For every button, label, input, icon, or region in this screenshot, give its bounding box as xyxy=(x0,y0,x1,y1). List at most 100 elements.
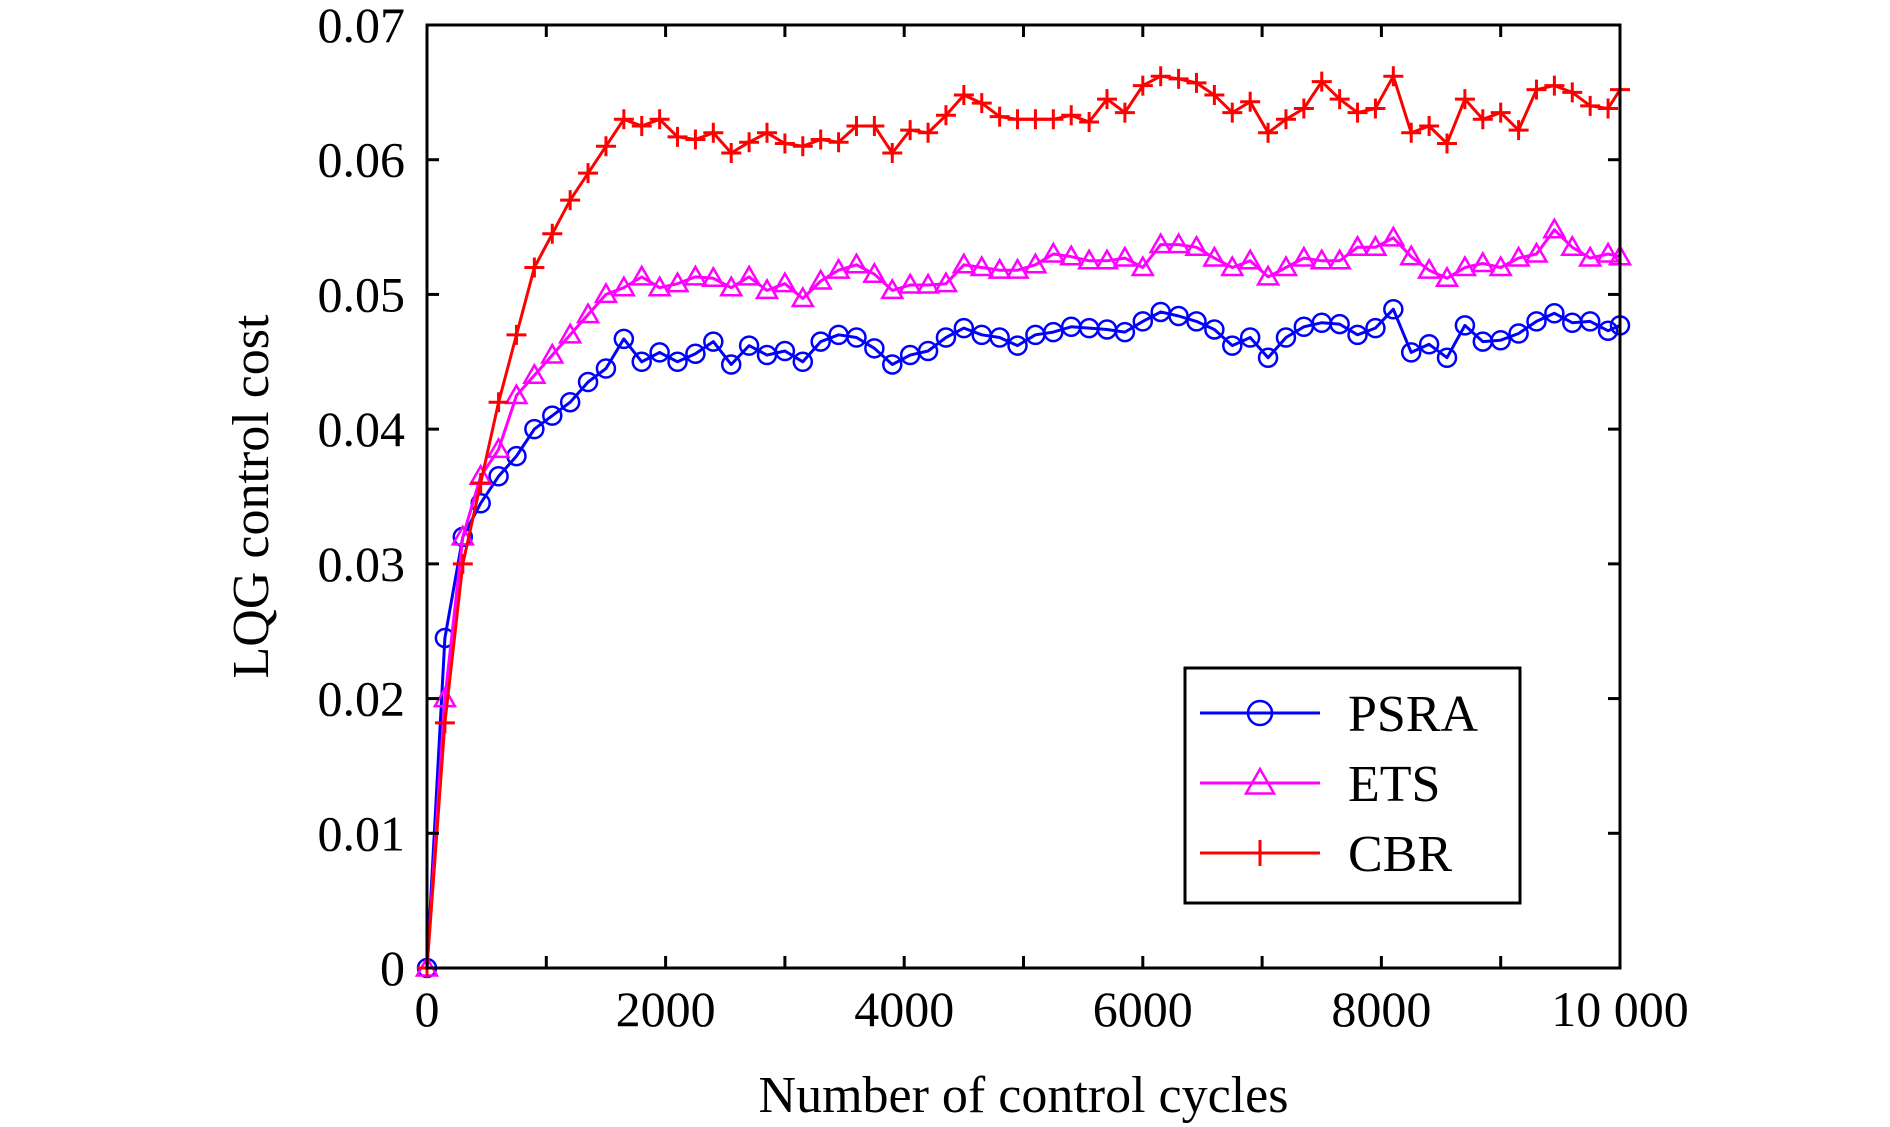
ets-point xyxy=(862,261,887,283)
axes-layer: 0 2000 4000 6000 8000 10 000 0 0.01 0.02 0.03 0.04… xyxy=(318,0,1689,1037)
cbr-point xyxy=(953,85,974,106)
ets-point xyxy=(629,264,654,286)
ets-point xyxy=(1023,252,1048,274)
ets-point xyxy=(1524,241,1549,263)
legend-label: PSRA xyxy=(1348,686,1479,743)
ets-point xyxy=(1578,245,1603,267)
psra-point xyxy=(864,338,885,359)
series-ets xyxy=(414,217,1633,977)
cbr-point xyxy=(631,116,652,137)
legend-item-psra: PSRA xyxy=(1200,686,1479,743)
cbr-point xyxy=(864,116,885,137)
cbr-point xyxy=(434,712,455,733)
y-tick-label: 0.02 xyxy=(318,671,406,727)
ets-point xyxy=(486,436,511,459)
ets-point xyxy=(504,382,529,405)
cbr-point xyxy=(613,109,634,130)
psra-point xyxy=(774,340,796,362)
cbr-point xyxy=(1061,105,1082,126)
ets-point xyxy=(808,268,833,290)
cbr-point xyxy=(1311,71,1332,92)
ets-point xyxy=(432,686,458,708)
cbr-point xyxy=(971,93,992,114)
ets-point xyxy=(1291,245,1317,267)
ets-point xyxy=(736,264,762,286)
y-tick-label: 0.07 xyxy=(318,0,406,53)
cbr-point xyxy=(1562,82,1583,103)
psra-point xyxy=(524,418,545,440)
cbr-point xyxy=(828,132,849,153)
cbr-point xyxy=(1204,85,1225,106)
psra-point xyxy=(1043,321,1064,343)
cbr-point xyxy=(1240,91,1261,112)
cbr-point xyxy=(1508,120,1529,141)
legend-item-cbr: CBR xyxy=(1200,826,1452,883)
psra-point xyxy=(1526,311,1547,332)
ets-point xyxy=(1560,234,1585,257)
cbr-point xyxy=(1007,109,1028,130)
legend-label: CBR xyxy=(1348,826,1452,883)
cbr-point xyxy=(1454,89,1475,110)
cbr-point xyxy=(1222,102,1243,123)
cbr-point xyxy=(560,190,581,211)
ets-point xyxy=(844,252,869,274)
ets-point xyxy=(683,264,708,286)
cbr-point xyxy=(1293,98,1314,119)
cbr-point xyxy=(1544,75,1565,96)
x-tick-label: 4000 xyxy=(854,981,954,1037)
cbr-point xyxy=(1150,66,1171,87)
y-tick-label: 0.05 xyxy=(318,266,406,322)
ets-point xyxy=(540,342,565,364)
ets-point xyxy=(1434,265,1460,288)
psra-point xyxy=(846,327,867,348)
psra-point xyxy=(1418,334,1440,355)
ets-point xyxy=(1452,254,1478,277)
ets-point xyxy=(1399,244,1424,266)
psra-point xyxy=(1508,323,1529,344)
ets-point xyxy=(790,285,815,308)
psra-point xyxy=(1257,347,1279,368)
ets-point xyxy=(1309,248,1334,270)
cbr-point xyxy=(739,132,760,153)
cbr-point xyxy=(488,392,509,413)
psra-point xyxy=(1204,319,1225,340)
ets-point xyxy=(593,281,619,304)
ets-point xyxy=(611,275,636,297)
psra-point xyxy=(1114,321,1136,343)
legend-marker-triangle xyxy=(1243,766,1277,795)
y-tick-label: 0.04 xyxy=(318,401,406,457)
ets-point xyxy=(1416,257,1442,279)
cbr-point xyxy=(1526,79,1547,100)
ets-point xyxy=(754,277,780,300)
cbr-point xyxy=(1437,133,1458,154)
psra-point xyxy=(1275,327,1297,348)
y-tick-label: 0 xyxy=(380,940,405,996)
psra-point xyxy=(1400,342,1422,363)
psra-point xyxy=(935,327,957,348)
cbr-point xyxy=(1580,95,1601,116)
ets-point xyxy=(701,265,726,288)
ets-point xyxy=(969,254,994,277)
psra-point xyxy=(738,335,760,356)
ets-point xyxy=(1148,232,1173,254)
cbr-point xyxy=(918,122,939,143)
psra-point xyxy=(577,371,599,393)
psra-point xyxy=(1579,311,1601,332)
ets-point xyxy=(1166,232,1191,254)
ets-point xyxy=(1005,257,1030,279)
psra-point xyxy=(595,358,617,379)
ets-point xyxy=(915,272,941,294)
psra-point xyxy=(542,405,563,426)
ets-point xyxy=(987,257,1012,279)
y-tick-label: 0.03 xyxy=(318,536,406,592)
cbr-point xyxy=(1275,109,1296,130)
y-axis-title: LQG control cost xyxy=(223,314,280,678)
cbr-point xyxy=(1114,102,1135,123)
cbr-point xyxy=(1025,109,1046,130)
cbr-point xyxy=(649,109,670,130)
ets-point xyxy=(522,362,547,385)
ets-point xyxy=(719,275,744,297)
cbr-point xyxy=(1472,109,1493,130)
cbr-point xyxy=(1097,89,1118,110)
psra-point xyxy=(882,354,903,375)
